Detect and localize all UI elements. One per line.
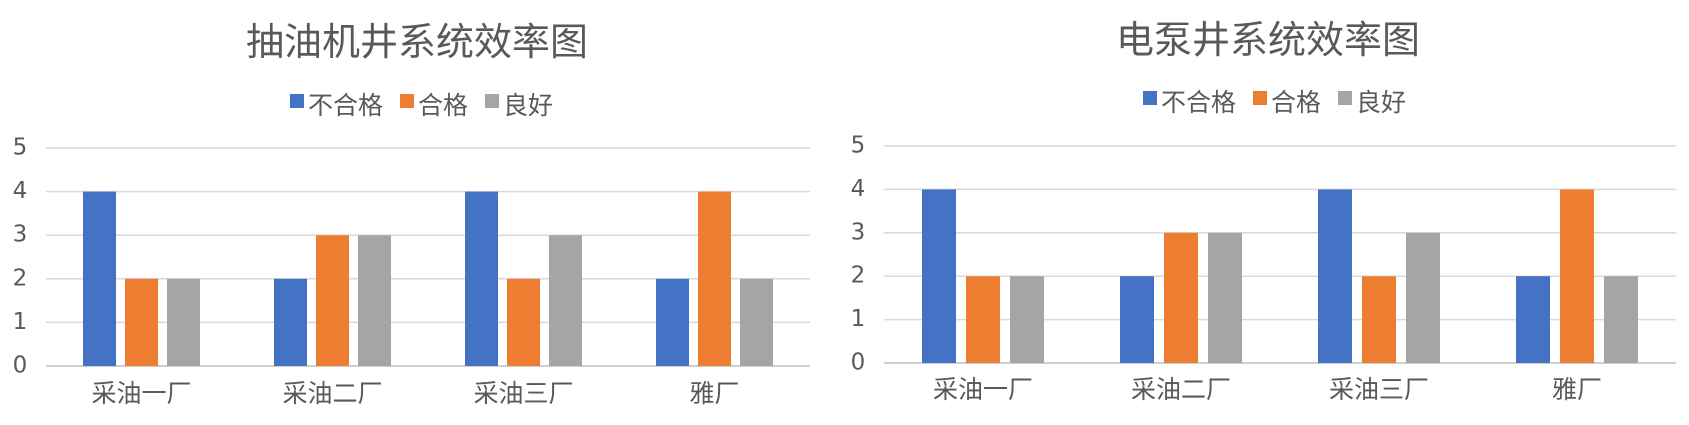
bar bbox=[1406, 232, 1440, 363]
pumping-well-efficiency-chart: 抽油机井系统效率图不合格 合格 良好 0 1 2 3 4 5 采油一厂 采油二厂 采油三厂 雅厂 bbox=[0, 0, 830, 425]
bar bbox=[1362, 276, 1396, 363]
bar bbox=[922, 189, 956, 363]
x-category-label: 雅厂 bbox=[689, 379, 739, 408]
x-category-label: 采油三厂 bbox=[1329, 375, 1429, 404]
legend-swatch bbox=[290, 94, 304, 108]
bar bbox=[316, 235, 349, 366]
y-tick-label: 0 bbox=[851, 350, 866, 376]
chart-title: 电泵井系统效率图 bbox=[1116, 18, 1420, 62]
y-tick-label: 3 bbox=[851, 219, 866, 245]
bar bbox=[1318, 189, 1352, 363]
bar bbox=[1604, 276, 1638, 363]
legend-swatch bbox=[1143, 91, 1157, 105]
bar bbox=[740, 278, 773, 366]
bar bbox=[83, 191, 116, 366]
y-tick-label: 1 bbox=[13, 309, 28, 335]
y-tick-label: 1 bbox=[851, 306, 866, 332]
x-category-label: 采油三厂 bbox=[473, 379, 573, 408]
x-category-label: 采油一厂 bbox=[933, 375, 1033, 404]
bar bbox=[549, 235, 582, 366]
bar bbox=[1208, 232, 1242, 363]
legend-swatch bbox=[400, 94, 414, 108]
bar bbox=[167, 278, 200, 366]
legend-swatch bbox=[1338, 91, 1352, 105]
legend-label: 不合格 bbox=[308, 91, 383, 120]
bar bbox=[1164, 232, 1198, 363]
legend-swatch bbox=[1253, 91, 1267, 105]
bar bbox=[1516, 276, 1550, 363]
bar bbox=[1010, 276, 1044, 363]
y-tick-label: 4 bbox=[13, 178, 28, 204]
x-category-label: 雅厂 bbox=[1552, 375, 1602, 404]
bar bbox=[125, 278, 158, 366]
bar bbox=[274, 278, 307, 366]
legend-label: 良好 bbox=[503, 91, 553, 120]
legend-label: 不合格 bbox=[1161, 88, 1236, 117]
x-category-label: 采油二厂 bbox=[1131, 375, 1231, 404]
x-category-label: 采油一厂 bbox=[91, 379, 191, 408]
y-tick-label: 5 bbox=[13, 135, 28, 161]
bar bbox=[1120, 276, 1154, 363]
y-tick-label: 4 bbox=[851, 176, 866, 202]
y-tick-label: 0 bbox=[13, 353, 28, 379]
legend-label: 合格 bbox=[418, 91, 468, 120]
legend-label: 合格 bbox=[1271, 88, 1321, 117]
bar bbox=[465, 191, 498, 366]
bar bbox=[656, 278, 689, 366]
bar bbox=[1560, 189, 1594, 363]
y-tick-label: 3 bbox=[13, 222, 28, 248]
chart-title: 抽油机井系统效率图 bbox=[246, 20, 588, 64]
y-tick-label: 5 bbox=[851, 133, 866, 159]
bar bbox=[507, 278, 540, 366]
bar bbox=[698, 191, 731, 366]
x-category-label: 采油二厂 bbox=[282, 379, 382, 408]
bar bbox=[358, 235, 391, 366]
electric-pump-well-efficiency-chart: 电泵井系统效率图不合格 合格 良好 0 1 2 3 4 5 采油一厂 采油二厂 采油三厂 雅厂 bbox=[840, 0, 1689, 425]
y-tick-label: 2 bbox=[13, 265, 28, 291]
legend-swatch bbox=[485, 94, 499, 108]
bar bbox=[966, 276, 1000, 363]
legend-label: 良好 bbox=[1356, 88, 1406, 117]
y-tick-label: 2 bbox=[851, 263, 866, 289]
